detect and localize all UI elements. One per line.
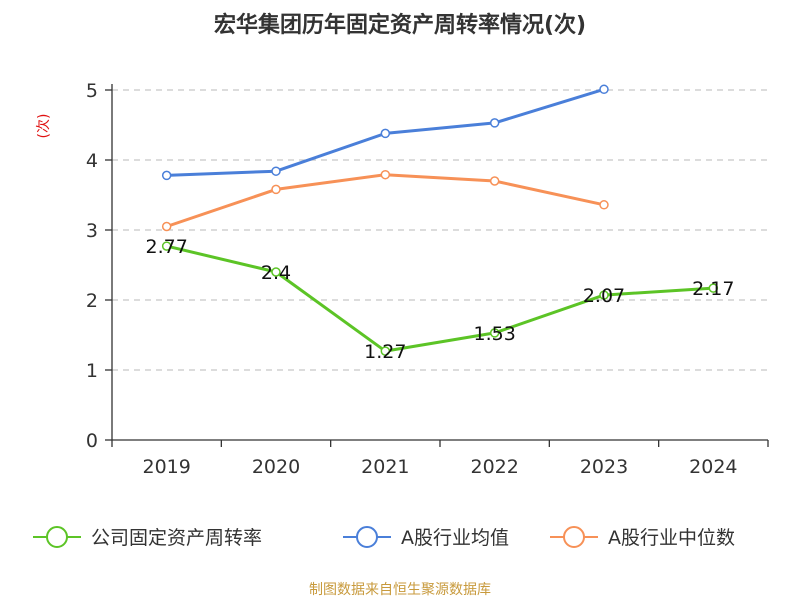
x-tick-label: 2019 (142, 456, 190, 478)
data-point (380, 128, 391, 139)
data-point (489, 176, 500, 186)
data-point (271, 184, 281, 195)
data-label: 1.27 (364, 341, 406, 363)
legend: 公司固定资产周转率 A股行业均值 A股行业中位数 (33, 526, 735, 549)
x-tick-label: 2022 (470, 456, 518, 478)
source-note: 制图数据来自恒生聚源数据库 (309, 582, 491, 598)
data-point (380, 346, 391, 356)
data-label: 2.4 (261, 262, 291, 284)
series-lines (161, 84, 719, 356)
legend-label: A股行业中位数 (608, 527, 735, 549)
grid-lines (112, 89, 768, 371)
legend-label: A股行业均值 (401, 527, 509, 549)
series-line (166, 173, 605, 228)
y-axis-unit-label: (次) (36, 114, 52, 139)
y-tick-label: 0 (86, 430, 98, 452)
y-tick-label: 3 (86, 220, 98, 242)
axes (111, 84, 768, 441)
data-point (271, 267, 281, 277)
data-label: 1.53 (474, 323, 516, 345)
x-axis-ticks: 2019 2020 2021 2022 2023 2024 (111, 440, 769, 478)
legend-marker (563, 526, 585, 548)
data-point (708, 283, 719, 293)
y-tick-label: 1 (86, 360, 98, 382)
data-point (161, 170, 172, 181)
series-line (166, 244, 714, 353)
data-point (161, 221, 172, 232)
data-point (599, 84, 609, 95)
y-tick-label: 4 (86, 150, 98, 172)
x-tick-label: 2020 (252, 456, 300, 478)
y-tick-label: 5 (86, 80, 98, 102)
data-point (161, 241, 172, 251)
legend-marker (46, 526, 68, 548)
x-tick-label: 2021 (361, 456, 409, 478)
data-label: 2.17 (692, 278, 734, 300)
chart-title: 宏华集团历年固定资产周转率情况(次) (214, 12, 586, 38)
data-point (599, 200, 609, 210)
x-tick-label: 2023 (580, 456, 628, 478)
y-axis-ticks: 0 1 2 3 4 5 (86, 80, 112, 452)
data-label: 2.77 (146, 236, 188, 258)
data-point (599, 290, 609, 300)
legend-label: 公司固定资产周转率 (91, 527, 262, 549)
legend-marker (356, 526, 378, 548)
x-tick-label: 2024 (689, 456, 737, 478)
data-labels: 2.77 2.4 1.27 1.53 2.07 2.17 (146, 236, 735, 363)
data-point (489, 118, 500, 128)
data-point (271, 166, 281, 176)
data-point (489, 328, 500, 338)
y-tick-label: 2 (86, 290, 98, 312)
data-label: 2.07 (583, 285, 625, 307)
data-point (380, 169, 391, 180)
